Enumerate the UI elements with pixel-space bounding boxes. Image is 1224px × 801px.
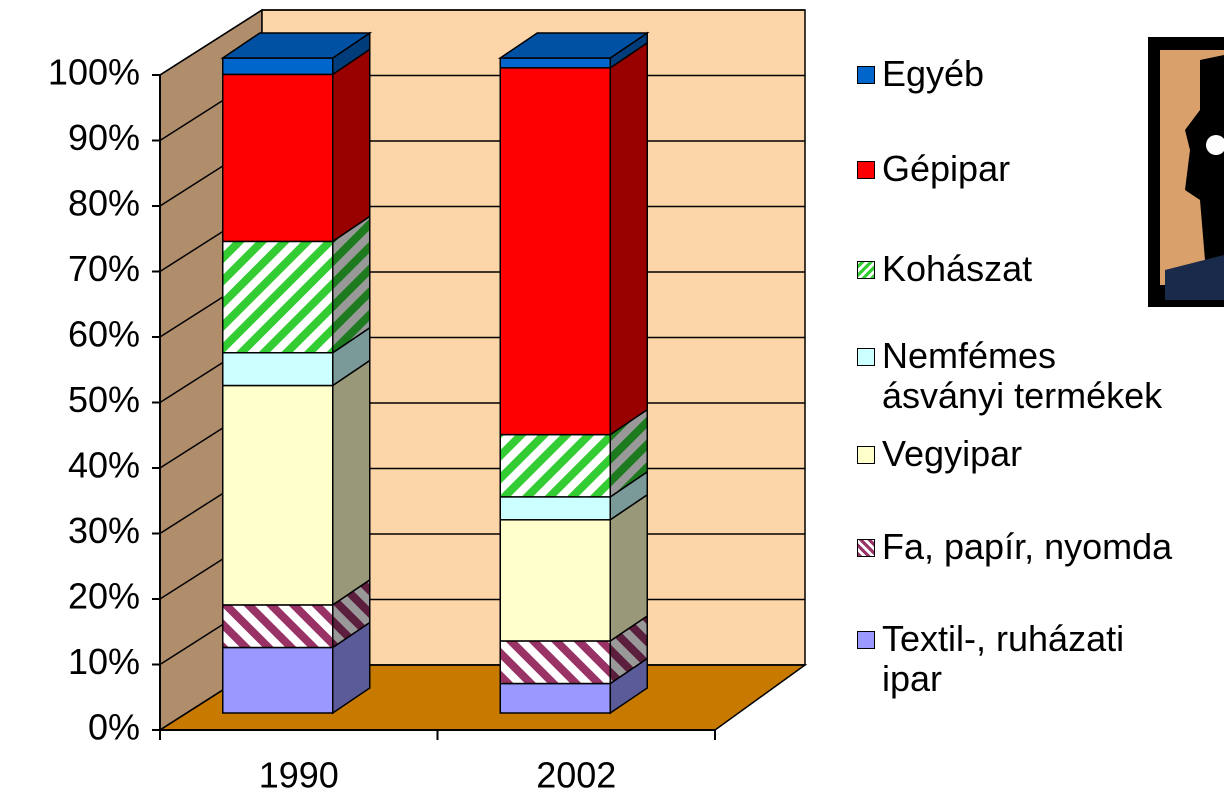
- bar-segment: [500, 641, 610, 684]
- legend-swatch: [857, 161, 875, 179]
- x-tick-label: 1990: [259, 755, 339, 796]
- legend-label: Fa, papír, nyomda: [882, 527, 1172, 567]
- bar-segment: [223, 353, 333, 386]
- bar-segment: [223, 241, 333, 352]
- bar-segment: [223, 74, 333, 241]
- y-tick-label: 70%: [68, 248, 140, 289]
- x-tick-label: 2002: [536, 755, 616, 796]
- y-tick-label: 80%: [68, 183, 140, 224]
- legend-label: Gépipar: [882, 149, 1010, 189]
- legend-swatch: [857, 446, 875, 464]
- bar-segment: [500, 435, 610, 497]
- legend-swatch: [857, 66, 875, 84]
- bar-segment: [223, 386, 333, 605]
- bar-segment: [500, 68, 610, 435]
- legend-label: Nemfémes ásványi termékek: [882, 336, 1162, 416]
- bar-segment: [500, 520, 610, 641]
- bar-segment: [500, 684, 610, 713]
- legend-label: Vegyipar: [882, 434, 1022, 474]
- y-tick-label: 20%: [68, 576, 140, 617]
- legend-swatch: [857, 261, 875, 279]
- y-tick-label: 90%: [68, 117, 140, 158]
- legend-swatch: [857, 539, 875, 557]
- legend-label: Kohászat: [882, 249, 1032, 289]
- bar-side: [333, 361, 370, 605]
- bar-segment: [500, 58, 610, 68]
- bar-segment: [223, 605, 333, 648]
- y-tick-label: 50%: [68, 379, 140, 420]
- y-tick-label: 0%: [88, 707, 140, 748]
- page: 0% 10% 20% 30% 40% 50% 60% 70% 80% 90% 100% 1990 200…: [0, 0, 1224, 801]
- legend-label: Textil-, ruházati ipar: [882, 619, 1124, 699]
- y-tick-label: 40%: [68, 445, 140, 486]
- picture: [1148, 37, 1224, 307]
- legend-swatch: [857, 631, 875, 649]
- legend-swatch: [857, 348, 875, 366]
- y-tick-label: 30%: [68, 510, 140, 551]
- bar-side: [333, 49, 370, 241]
- y-tick-label: 10%: [68, 641, 140, 682]
- bar-segment: [223, 58, 333, 74]
- y-tick-label: 100%: [48, 52, 140, 93]
- legend-label: Egyéb: [882, 54, 984, 94]
- bar-segment: [223, 648, 333, 714]
- y-tick-label: 60%: [68, 314, 140, 355]
- bar-side: [610, 43, 647, 435]
- bar-segment: [500, 497, 610, 520]
